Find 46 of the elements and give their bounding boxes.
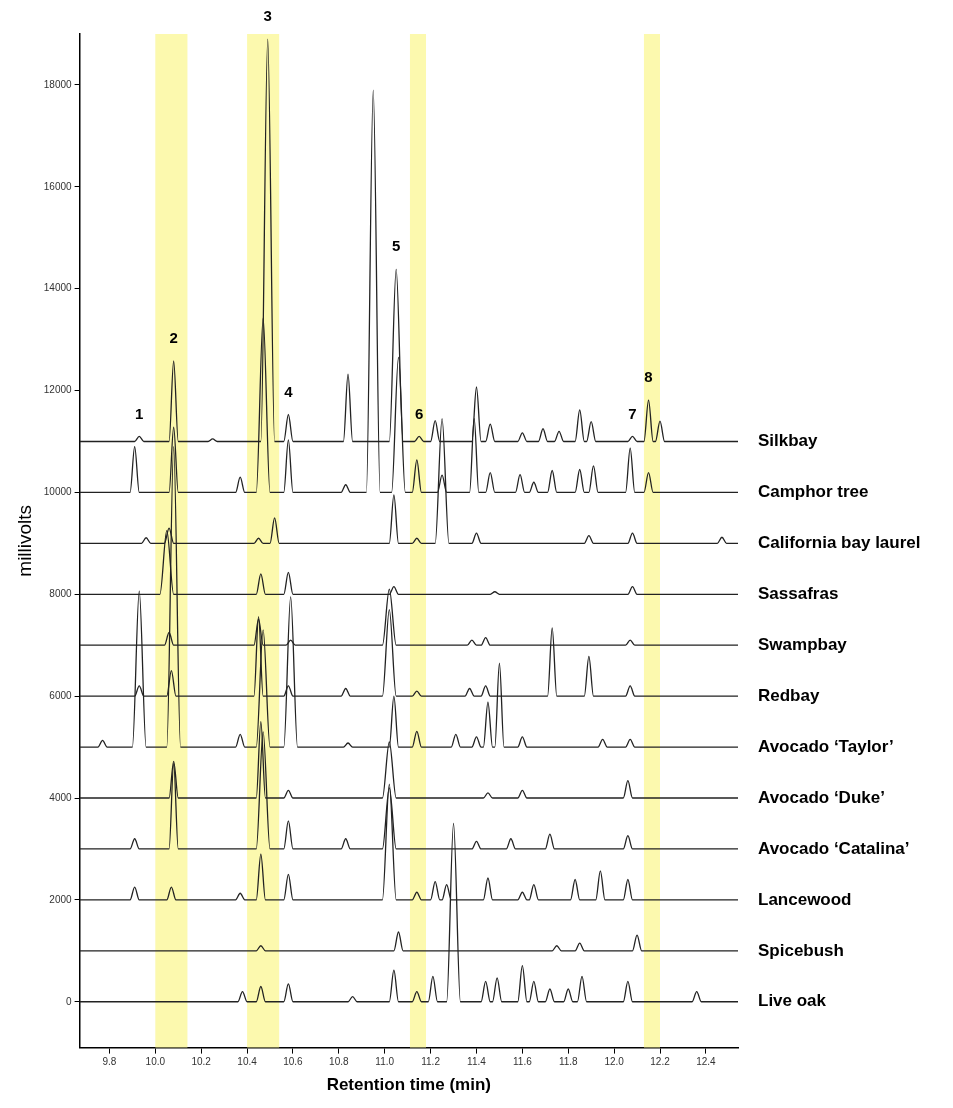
x-tick-label: 10.8 xyxy=(329,1056,349,1068)
series-label: Redbay xyxy=(758,685,820,705)
annotation: 8 xyxy=(644,368,653,386)
x-tick-label: 11.8 xyxy=(558,1056,579,1068)
series-label: Camphor tree xyxy=(758,482,869,502)
series-label: Spicebush xyxy=(758,940,844,960)
x-tick-label: 10.0 xyxy=(145,1056,166,1068)
x-tick-label: 9.8 xyxy=(102,1056,117,1068)
x-tick-label: 11.2 xyxy=(421,1056,441,1068)
series-label: Sassafras xyxy=(758,583,839,603)
annotation: 6 xyxy=(414,404,424,422)
annotation: 7 xyxy=(628,404,637,422)
annotation: 5 xyxy=(392,237,401,255)
y-tick-label: 12000 xyxy=(43,384,73,396)
x-axis-title: Retention time (min) xyxy=(326,1075,491,1095)
y-tick-label: 10000 xyxy=(43,486,73,498)
y-tick-label: 18000 xyxy=(43,78,73,90)
y-tick-label: 16000 xyxy=(43,180,73,192)
annotation: 4 xyxy=(284,382,294,400)
y-tick-label: 4000 xyxy=(49,791,73,803)
y-tick-label: 0 xyxy=(66,995,73,1007)
x-tick-label: 11.4 xyxy=(467,1056,487,1068)
annotation: 3 xyxy=(263,7,272,25)
annotation: 2 xyxy=(169,329,178,347)
series-label: California bay laurel xyxy=(758,533,921,553)
series-label: Avocado ‘Catalina’ xyxy=(758,838,910,858)
x-tick-label: 10.2 xyxy=(191,1056,212,1068)
x-tick-label: 10.6 xyxy=(283,1056,304,1068)
x-tick-label: 12.2 xyxy=(650,1056,671,1068)
x-tick-label: 11.0 xyxy=(375,1056,395,1068)
series-label: Silkbay xyxy=(758,431,819,451)
series-label: Avocado ‘Duke’ xyxy=(758,787,885,807)
y-tick-label: 14000 xyxy=(43,282,73,294)
series-label: Avocado ‘Taylor’ xyxy=(758,736,894,756)
y-axis-title: millivolts xyxy=(13,504,35,577)
x-tick-label: 12.0 xyxy=(604,1056,625,1068)
y-tick-label: 2000 xyxy=(49,893,73,905)
x-tick-label: 10.4 xyxy=(237,1056,258,1068)
x-tick-label: 11.6 xyxy=(512,1056,533,1068)
series-label: Live oak xyxy=(758,991,827,1011)
series-label: Swampbay xyxy=(758,634,848,654)
x-tick-label: 12.4 xyxy=(696,1056,717,1068)
y-tick-label: 8000 xyxy=(49,588,73,600)
y-tick-label: 6000 xyxy=(49,689,73,701)
series-label: Lancewood xyxy=(758,889,852,909)
annotation: 1 xyxy=(135,404,144,422)
